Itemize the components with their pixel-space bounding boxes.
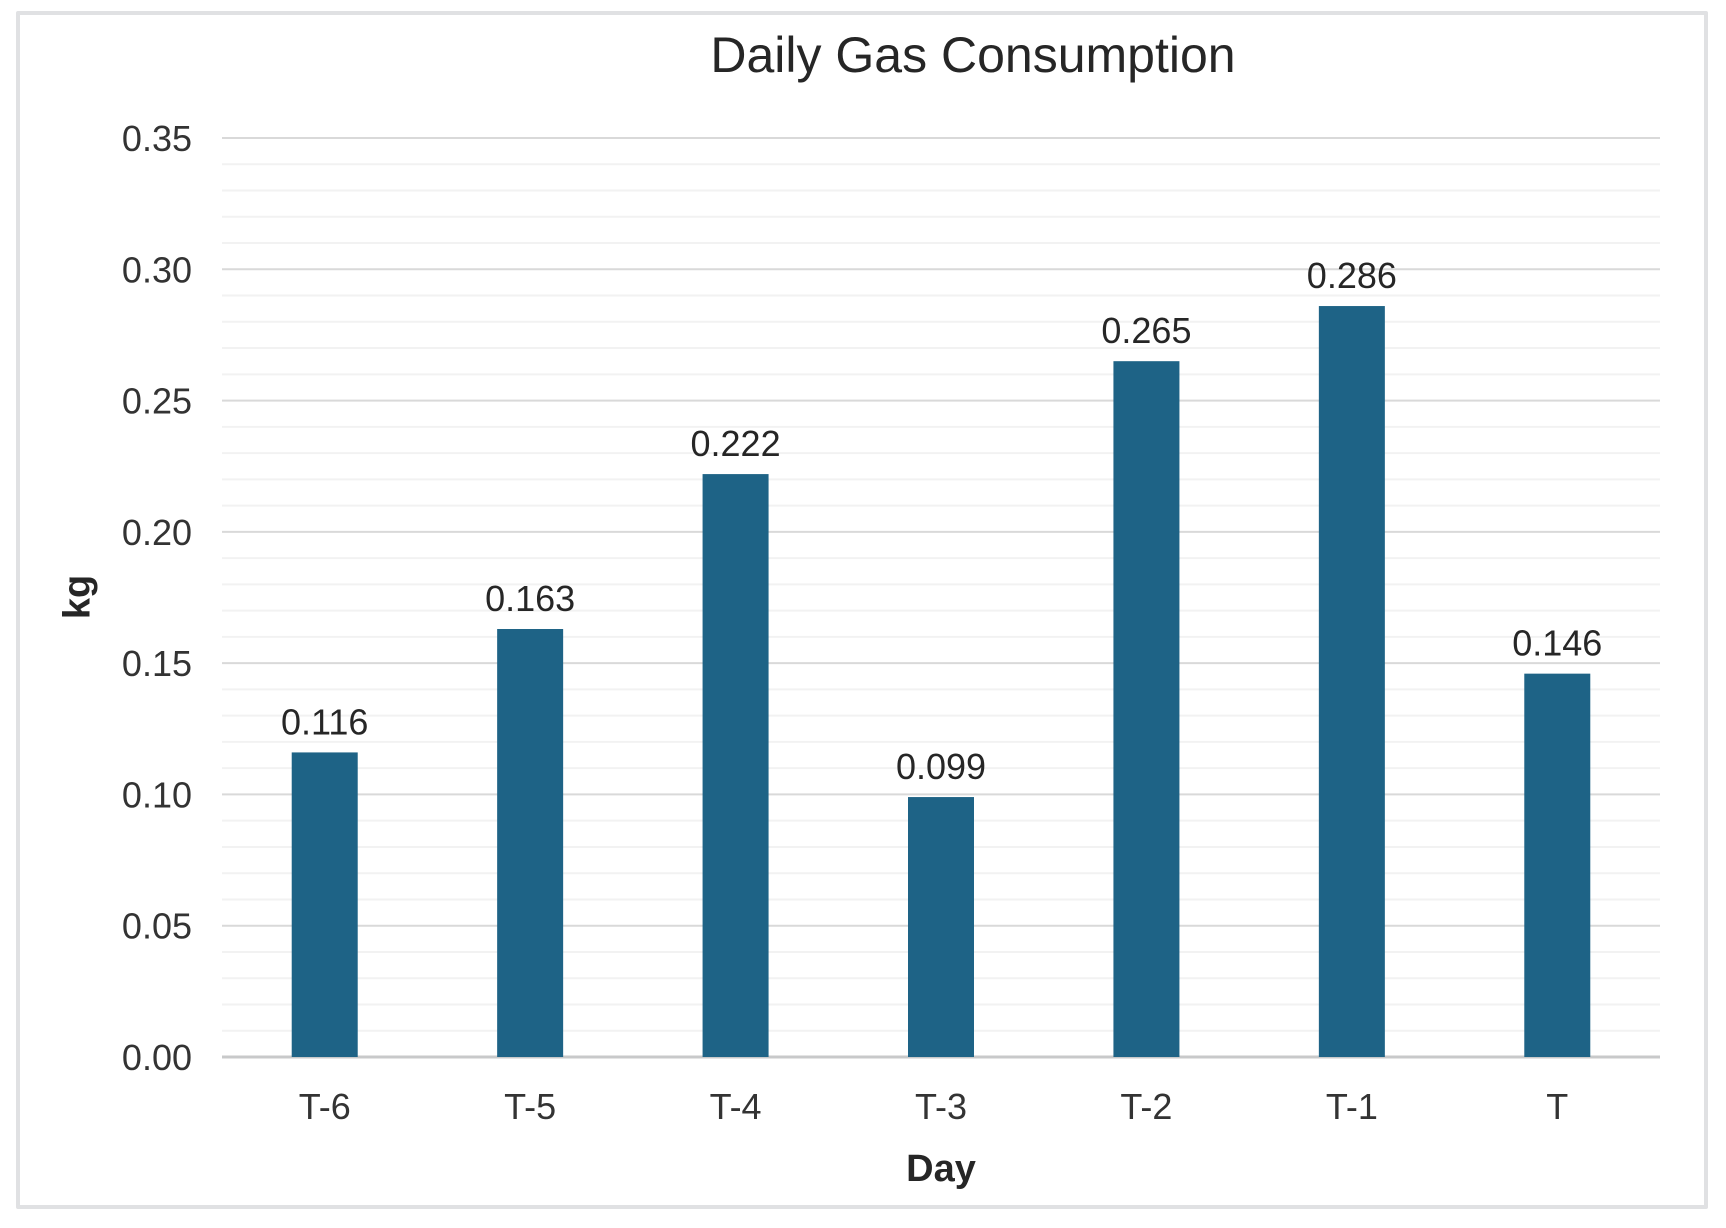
bar-value-label: 0.265 [1101,310,1191,351]
y-tick-label: 0.00 [122,1037,192,1078]
y-tick-label: 0.05 [122,906,192,947]
bar [702,474,769,1057]
y-tick-label: 0.20 [122,512,192,553]
bar-value-label: 0.116 [281,701,368,742]
bar-value-label: 0.146 [1512,623,1602,664]
bar [497,629,564,1057]
bar [1113,361,1180,1058]
bar-value-label: 0.286 [1307,255,1397,296]
bar [908,797,974,1057]
bar-value-label: 0.222 [691,423,781,464]
x-tick-label: T-2 [1120,1086,1172,1127]
y-tick-label: 0.25 [122,381,192,422]
bar [1524,673,1591,1057]
x-tick-label: T-5 [504,1086,556,1127]
x-tick-label: T-3 [915,1086,967,1127]
y-tick-label: 0.35 [122,118,192,159]
bar [1318,306,1385,1057]
bar-value-label: 0.163 [485,578,575,619]
y-tick-label: 0.30 [122,249,192,290]
bar [291,752,358,1057]
y-tick-label: 0.15 [122,643,192,684]
bar-value-label: 0.099 [896,746,986,787]
y-tick-label: 0.10 [122,774,192,815]
x-tick-label: T-1 [1326,1086,1378,1127]
x-tick-label: T-4 [710,1086,762,1127]
chart-title: Daily Gas Consumption [710,27,1236,83]
x-tick-label: T-6 [299,1086,351,1127]
x-axis-title: Day [906,1148,976,1190]
x-tick-label: T [1546,1086,1568,1127]
